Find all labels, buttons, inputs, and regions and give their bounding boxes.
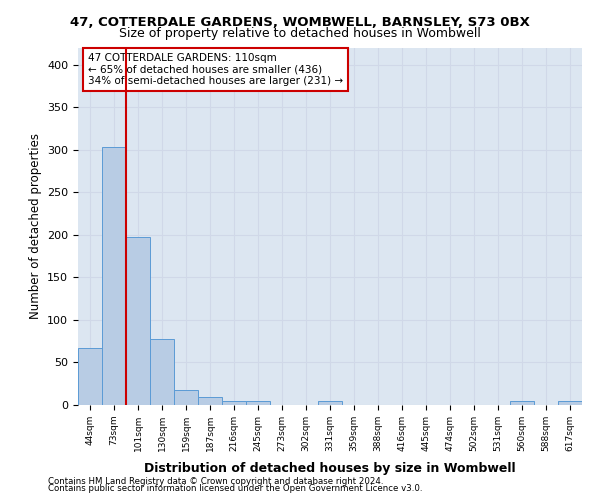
Y-axis label: Number of detached properties: Number of detached properties [29, 133, 41, 320]
Bar [246, 400, 270, 405]
Bar [150, 340, 174, 405]
Text: Contains public sector information licensed under the Open Government Licence v3: Contains public sector information licen… [48, 484, 422, 493]
Bar [102, 147, 126, 405]
Bar [198, 398, 222, 405]
Bar [78, 348, 102, 405]
Bar [558, 400, 582, 405]
Text: Size of property relative to detached houses in Wombwell: Size of property relative to detached ho… [119, 28, 481, 40]
Text: Contains HM Land Registry data © Crown copyright and database right 2024.: Contains HM Land Registry data © Crown c… [48, 477, 383, 486]
Bar [126, 238, 150, 405]
Bar [318, 400, 342, 405]
Bar [174, 390, 198, 405]
Text: 47 COTTERDALE GARDENS: 110sqm
← 65% of detached houses are smaller (436)
34% of : 47 COTTERDALE GARDENS: 110sqm ← 65% of d… [88, 53, 343, 86]
Text: 47, COTTERDALE GARDENS, WOMBWELL, BARNSLEY, S73 0BX: 47, COTTERDALE GARDENS, WOMBWELL, BARNSL… [70, 16, 530, 29]
X-axis label: Distribution of detached houses by size in Wombwell: Distribution of detached houses by size … [144, 462, 516, 475]
Bar [222, 400, 246, 405]
Bar [510, 400, 534, 405]
